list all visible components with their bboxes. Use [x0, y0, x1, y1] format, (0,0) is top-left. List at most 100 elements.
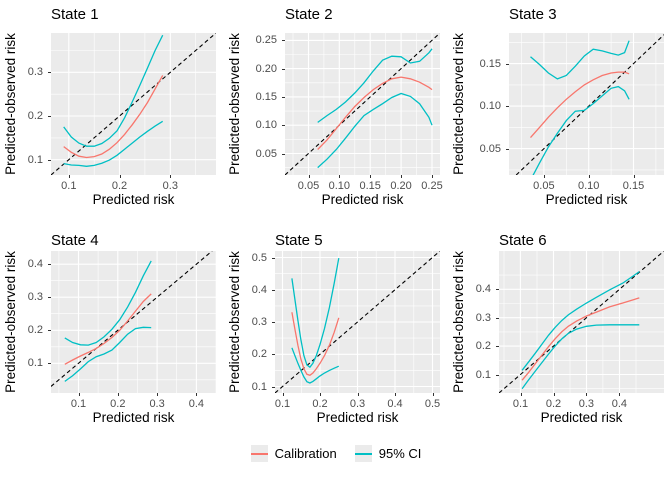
- x-tick-label: 0.2: [110, 398, 126, 410]
- y-tick-label: 0.1: [27, 153, 43, 166]
- x-tick-label: 0.25: [421, 180, 443, 192]
- y-tick-label: 0.3: [27, 66, 43, 79]
- x-tick-label: 0.05: [533, 180, 555, 192]
- x-tick-label: 0.3: [578, 398, 595, 410]
- y-tick-label: 0.1: [475, 368, 491, 381]
- subplot-state-3: State 3 Predicted-observed risk Predicte…: [448, 0, 672, 215]
- y-tick-mark: [496, 374, 499, 376]
- x-tick-label: 0.4: [188, 398, 205, 410]
- series-95-ci-upper: [521, 271, 640, 371]
- x-tick-mark: [395, 393, 396, 396]
- series-95-ci-upper: [291, 257, 340, 369]
- series-calibration: [64, 293, 152, 365]
- series-calibration: [291, 312, 340, 377]
- series-95-ci-upper: [64, 260, 152, 346]
- x-tick-mark: [170, 175, 172, 178]
- x-tick-label: 0.2: [111, 180, 128, 192]
- x-tick-mark: [553, 393, 555, 396]
- y-tick-mark: [496, 346, 499, 348]
- y-tick-label: 0.2: [27, 324, 43, 337]
- plot-title: State 3: [509, 6, 557, 23]
- series-95-ci-lower: [63, 120, 164, 167]
- x-tick-label: 0.5: [424, 398, 441, 410]
- x-tick-label: 0.2: [545, 398, 562, 410]
- y-tick-label: 0.3: [475, 311, 491, 324]
- plot-area: [509, 33, 664, 175]
- series-95-ci-upper: [63, 34, 164, 147]
- y-tick-label: 0.10: [255, 119, 277, 132]
- series-95-ci-lower: [291, 347, 340, 384]
- series-ideal: [51, 251, 213, 387]
- x-tick-mark: [357, 393, 359, 396]
- series-ideal: [51, 33, 216, 175]
- legend-label: 95% CI: [378, 446, 422, 461]
- x-tick-label: 0.4: [611, 398, 628, 410]
- x-tick-label: 0.10: [328, 180, 350, 192]
- legend-item-calibration: Calibration: [250, 445, 337, 462]
- y-tick-label: 0.25: [255, 34, 277, 47]
- series-calibration: [521, 297, 640, 381]
- y-tick-mark: [282, 40, 285, 42]
- y-tick-label: 0.10: [479, 100, 501, 113]
- ci-line-icon: [354, 445, 372, 462]
- y-tick-mark: [282, 96, 285, 98]
- y-tick-mark: [48, 363, 51, 365]
- series-ideal: [275, 251, 440, 393]
- x-axis-label: Predicted risk: [92, 192, 175, 207]
- y-tick-label: 0.4: [475, 283, 491, 296]
- plot-area: [499, 251, 664, 393]
- x-tick-label: 0.20: [390, 180, 412, 192]
- y-tick-mark: [272, 257, 275, 259]
- subplot-state-6: State 6 Predicted-observed risk Predicte…: [448, 215, 672, 430]
- y-tick-label: 0.2: [251, 348, 267, 361]
- y-tick-label: 0.1: [251, 380, 267, 393]
- subplot-state-5: State 5 Predicted-observed risk Predicte…: [224, 215, 448, 430]
- x-tick-mark: [543, 175, 545, 178]
- series-calibration: [530, 71, 630, 139]
- y-tick-mark: [506, 106, 509, 108]
- plot-area: [51, 251, 216, 393]
- y-tick-label: 0.3: [251, 316, 267, 328]
- x-tick-label: 0.1: [512, 398, 529, 410]
- x-axis-label: Predicted risk: [540, 410, 623, 425]
- y-tick-label: 0.4: [251, 283, 267, 296]
- y-tick-label: 0.4: [27, 258, 43, 271]
- y-tick-mark: [48, 159, 51, 161]
- x-tick-mark: [157, 393, 159, 396]
- y-axis-label: Predicted-observed risk: [3, 251, 18, 393]
- legend-item-95-ci: 95% CI: [354, 445, 422, 462]
- y-tick-mark: [48, 264, 51, 266]
- y-tick-mark: [506, 148, 509, 150]
- y-tick-label: 0.05: [479, 142, 501, 155]
- x-tick-label: 0.1: [274, 398, 291, 410]
- plot-title: State 2: [285, 6, 333, 23]
- y-tick-mark: [48, 330, 51, 332]
- legend-label: Calibration: [274, 446, 337, 461]
- y-tick-mark: [506, 63, 509, 65]
- y-tick-mark: [272, 386, 275, 388]
- x-axis-label: Predicted risk: [545, 192, 628, 207]
- x-tick-mark: [117, 393, 119, 396]
- subplot-state-4: State 4 Predicted-observed risk Predicte…: [0, 215, 224, 430]
- x-tick-label: 0.1: [61, 180, 77, 192]
- x-tick-mark: [78, 393, 80, 396]
- x-tick-mark: [339, 175, 341, 178]
- x-tick-mark: [119, 175, 121, 178]
- plot-area: [275, 251, 440, 393]
- x-tick-mark: [370, 175, 372, 178]
- y-tick-label: 0.2: [27, 110, 43, 122]
- series-95-ci-upper: [530, 40, 630, 80]
- x-tick-mark: [432, 175, 433, 178]
- plot-title: State 5: [275, 232, 323, 249]
- calibration-line-icon: [250, 445, 268, 462]
- series-95-ci-lower: [532, 85, 630, 175]
- y-tick-label: 0.2: [475, 340, 491, 353]
- y-tick-label: 0.3: [27, 291, 43, 304]
- x-tick-mark: [432, 393, 434, 396]
- y-tick-mark: [272, 322, 275, 323]
- x-tick-label: 0.15: [622, 180, 645, 192]
- plot-area: [51, 33, 216, 175]
- x-tick-mark: [68, 175, 70, 178]
- x-tick-label: 0.1: [70, 398, 87, 410]
- x-tick-mark: [520, 393, 522, 396]
